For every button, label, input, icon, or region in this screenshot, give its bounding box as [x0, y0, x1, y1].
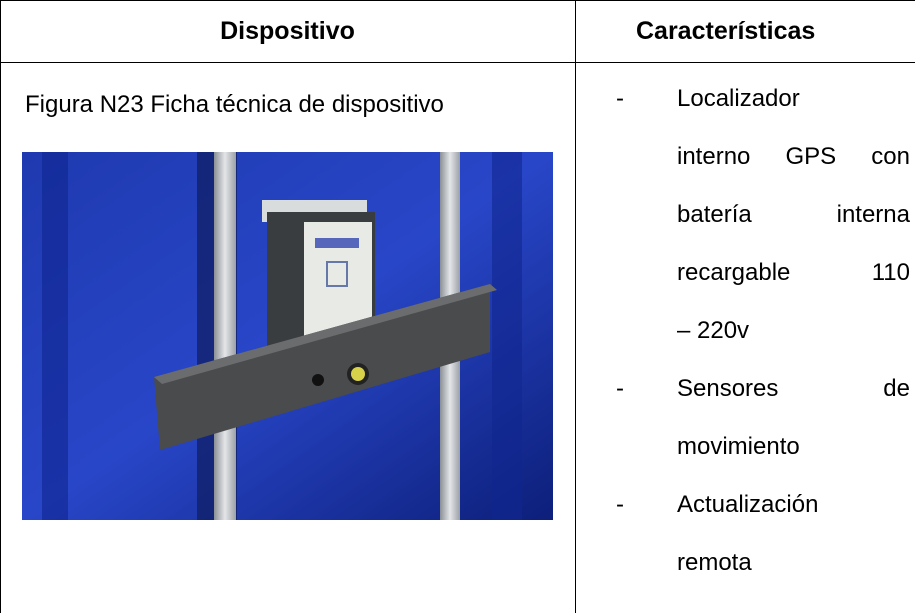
- device-photo: [22, 152, 553, 520]
- feature-item: - Localizador interno GPS con batería inter…: [610, 70, 910, 360]
- feature-text: batería interna: [677, 201, 910, 228]
- feature-text: movimiento: [677, 433, 800, 460]
- border: [575, 0, 576, 613]
- column-header: Características: [636, 17, 816, 45]
- feature-text: Sensores de: [677, 375, 910, 402]
- feature-text: recargable 110: [677, 259, 910, 286]
- bullet: -: [616, 85, 624, 112]
- bullet: -: [616, 375, 624, 402]
- feature-text: Localizador: [677, 85, 800, 112]
- column-header: Dispositivo: [220, 17, 355, 45]
- bullet: -: [616, 491, 624, 518]
- feature-text: remota: [677, 549, 752, 576]
- figure-caption: Figura N23 Ficha técnica de dispositivo: [25, 91, 444, 118]
- feature-text: – 220v: [677, 317, 750, 344]
- border: [0, 0, 1, 613]
- feature-text: Actualización: [677, 491, 819, 518]
- feature-text: interno GPS con: [677, 143, 910, 170]
- border: [0, 62, 915, 63]
- feature-item: - Actualización remota: [610, 476, 910, 592]
- feature-item: - Sensores de movimiento: [610, 360, 910, 476]
- border: [0, 0, 915, 1]
- feature-list: - Localizador interno GPS con batería inter…: [610, 70, 910, 592]
